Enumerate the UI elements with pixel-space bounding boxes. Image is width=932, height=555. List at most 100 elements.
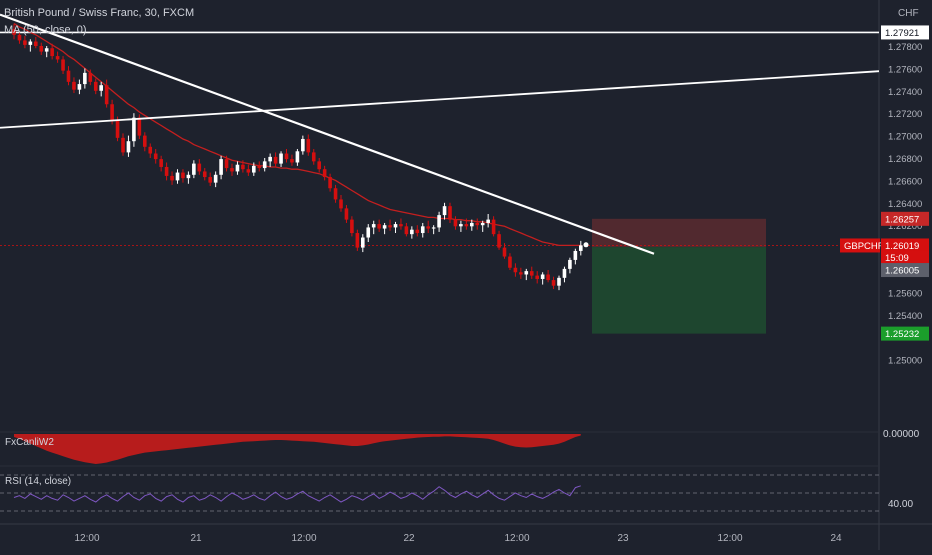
candle-body <box>551 280 556 286</box>
candle <box>426 220 430 234</box>
candle-body <box>322 169 327 178</box>
candle-body <box>143 135 147 147</box>
candle <box>393 221 398 234</box>
candles-group <box>12 23 583 291</box>
symbol-badge-text: GBPCHF <box>844 241 884 252</box>
candle-body <box>77 84 82 90</box>
target-level-badge-text: 1.25232 <box>885 329 919 340</box>
candle-body <box>420 226 425 234</box>
candle-body <box>442 206 447 216</box>
candle <box>235 161 240 175</box>
candle <box>491 216 496 237</box>
horizontal-line-badge-text: 1.27921 <box>885 28 919 39</box>
candle-body <box>431 227 436 229</box>
candle-body <box>311 152 316 162</box>
rsi-line <box>13 485 581 503</box>
falling-trend-line[interactable] <box>0 13 655 255</box>
candle-body <box>28 41 33 45</box>
candle <box>382 222 387 235</box>
candle-body <box>437 215 441 228</box>
stop-loss-zone[interactable] <box>592 218 766 248</box>
candle-body <box>333 188 338 200</box>
entry-level-badge-text: 1.26005 <box>885 266 919 277</box>
candle-body <box>208 177 212 183</box>
candle <box>339 194 343 212</box>
candle-body <box>153 153 158 160</box>
candle-body <box>475 222 480 226</box>
candle <box>99 81 103 97</box>
trend-line-anchor[interactable] <box>583 242 589 248</box>
candle-body <box>339 199 343 209</box>
horizontal-line-badge: 1.27921 <box>881 25 929 40</box>
candle-body <box>273 156 278 164</box>
candle-body <box>486 219 490 223</box>
candle <box>453 216 458 230</box>
time-tick-label: 12:00 <box>717 533 742 544</box>
candle-body <box>262 161 267 169</box>
candle <box>295 149 300 166</box>
candle-body <box>55 56 60 60</box>
candle-body <box>317 161 321 170</box>
candle <box>431 225 436 235</box>
candle <box>164 162 169 181</box>
candle <box>562 266 567 283</box>
oscillator-pane <box>14 434 581 464</box>
candle <box>230 163 234 176</box>
rising-trend-line[interactable] <box>0 70 880 129</box>
candle-body <box>132 117 136 142</box>
candle-body <box>246 169 251 173</box>
candle <box>557 275 561 291</box>
candle <box>573 248 578 265</box>
target-level-badge-bg <box>881 326 929 341</box>
candle <box>159 155 163 172</box>
reference-lines <box>0 31 879 246</box>
candle-body <box>540 274 545 279</box>
candle <box>279 151 283 167</box>
candle <box>497 230 501 250</box>
oscillator-value: 0.00000 <box>883 429 920 440</box>
candle-body <box>44 48 49 52</box>
candle <box>410 226 414 239</box>
candle-body <box>426 226 430 229</box>
candle <box>306 134 311 156</box>
candle <box>273 152 278 167</box>
candle-body <box>508 256 512 268</box>
candle <box>181 169 185 183</box>
take-profit-zone[interactable] <box>592 247 766 334</box>
candle <box>252 162 256 176</box>
price-tick-label: 1.26600 <box>888 176 922 187</box>
time-axis-ticks: 12:00 21 12:00 22 12:00 23 12:00 24 <box>74 533 842 544</box>
candle-body <box>230 168 234 172</box>
trend-lines[interactable] <box>0 13 880 255</box>
candle <box>415 225 420 237</box>
candle <box>246 164 251 176</box>
candle-body <box>355 233 360 248</box>
candle-body <box>382 225 387 229</box>
candle <box>143 132 147 152</box>
candle <box>344 205 349 223</box>
candle-body <box>513 267 518 273</box>
candle <box>470 219 474 231</box>
candle-body <box>371 224 376 228</box>
candle-body <box>284 153 289 160</box>
price-tick-label: 1.27000 <box>888 132 922 143</box>
candle <box>448 202 452 223</box>
candle-body <box>83 72 87 85</box>
currency-label: CHF <box>898 8 919 19</box>
candle-body <box>126 141 131 153</box>
candle-body <box>268 156 272 162</box>
candle <box>17 31 22 44</box>
candle-body <box>50 48 54 57</box>
candle-body <box>464 224 469 227</box>
time-tick-label: 22 <box>403 533 415 544</box>
rsi-name: RSI (14, close) <box>5 476 71 487</box>
stop-level-badge-bg <box>881 211 929 226</box>
candle <box>192 160 196 179</box>
oscillator-name: FxCanliW2 <box>5 437 54 448</box>
candle <box>371 220 376 235</box>
candle-body <box>88 72 93 82</box>
candle-body <box>61 59 65 71</box>
